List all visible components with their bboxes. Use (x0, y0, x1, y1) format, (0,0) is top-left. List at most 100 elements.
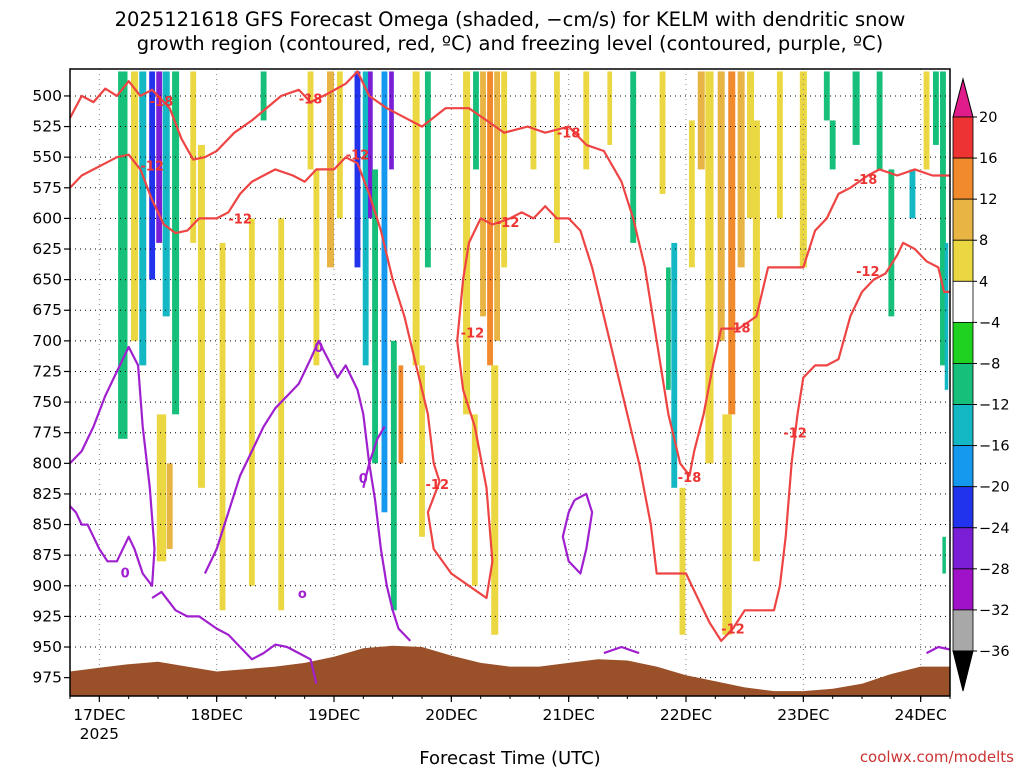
omega-cell (944, 242, 949, 390)
x-tick-label: 18DEC (191, 706, 243, 724)
contour-label: -18 (299, 92, 323, 107)
omega-cell (381, 71, 388, 513)
omega-cell (480, 71, 486, 317)
contour-layer (69, 70, 951, 685)
omega-cell (131, 71, 139, 341)
colorbar-band (952, 157, 974, 200)
contour-label: 0 (314, 341, 323, 356)
colorbar-band (952, 116, 974, 159)
colorbar-band (952, 404, 974, 447)
omega-cell (260, 71, 267, 121)
omega-cell (248, 218, 255, 586)
contour-label-layer: -18 -18 -18 -18 -18 -18 -12 -12 -12 -12 -12 -12 -12 -… (121, 92, 880, 638)
colorbar-label: −32 (979, 603, 1010, 619)
plot-area: -18 -18 -18 -18 -18 -18 -12 -12 -12 -12 -12 -12 -12 -… (69, 68, 951, 697)
y-tick-label: 925 (32, 607, 62, 625)
omega-cell (679, 487, 686, 635)
y-tick-label: 900 (32, 577, 62, 595)
contour-label: 0 (359, 472, 368, 487)
omega-cell (530, 71, 537, 170)
contour-label: -12 (721, 623, 745, 638)
colorbar-label: 16 (979, 151, 997, 167)
x-tick-label: 20DEC (425, 706, 477, 724)
y-tick-label: 775 (32, 424, 62, 442)
colorbar-label: −36 (979, 644, 1010, 660)
x-tick-label: 21DEC (543, 706, 595, 724)
y-tick-label: 950 (32, 638, 62, 656)
x-tick-label: 22DEC (660, 706, 712, 724)
omega-cell (940, 71, 946, 366)
y-tick-label: 525 (32, 118, 62, 136)
contour-label: -12 (856, 265, 880, 280)
colorbar-band (952, 486, 974, 529)
omega-cell (583, 71, 590, 170)
chart-title-line2: growth region (contoured, red, ºC) and f… (137, 32, 884, 55)
omega-cell (162, 71, 170, 317)
y-tick-label: 500 (32, 87, 62, 105)
y-tick-label: 550 (32, 148, 62, 166)
y-tick-label: 725 (32, 362, 62, 380)
contour-label: -12 (461, 326, 485, 341)
contour-label: -18 (678, 471, 702, 486)
omega-cell (372, 169, 378, 464)
omega-cell (190, 71, 197, 243)
omega-cell (728, 71, 736, 415)
omega-cell (888, 169, 895, 317)
omega-cell (398, 365, 404, 464)
contour-freezing_0C_c (203, 339, 412, 642)
omega-cell (313, 169, 320, 366)
x-tick-label: 24DEC (895, 706, 947, 724)
omega-cell (412, 71, 420, 366)
y-tick-label: 875 (32, 546, 62, 564)
y-tick-label: 800 (32, 454, 62, 472)
x-axis-title: Forecast Time (UTC) (419, 748, 600, 768)
y-tick-label: 625 (32, 240, 62, 258)
colorbar-label: −8 (979, 356, 1000, 372)
omega-cell (659, 71, 666, 194)
terrain-layer (70, 645, 950, 696)
colorbar-band (952, 568, 974, 611)
y-tick-label: 600 (32, 209, 62, 227)
colorbar-label: −24 (979, 521, 1010, 537)
colorbar-label: −16 (979, 439, 1010, 455)
omega-cell (630, 71, 637, 243)
colorbar-label: −4 (979, 315, 1000, 331)
y-tick-label: 650 (32, 271, 62, 289)
omega-cell (607, 71, 613, 145)
omega-cell (829, 120, 836, 170)
x-tick-label: 19DEC (308, 706, 360, 724)
contour-freezing_0C_a (69, 345, 156, 587)
colorbar-band (952, 280, 974, 323)
omega-cell (666, 267, 671, 390)
contour-freezing_0C_f (603, 645, 640, 655)
colorbar-band (952, 239, 974, 282)
colorbar-bottom-cap (952, 650, 974, 692)
omega-cell (909, 169, 916, 219)
omega-cell (307, 71, 314, 170)
colorbar-label: 12 (979, 192, 997, 208)
omega-cell (471, 414, 478, 586)
contour-label: -18 (150, 95, 174, 110)
chart-title-line1: 2025121618 GFS Forecast Omega (shaded, −… (115, 8, 906, 31)
omega-cell (139, 71, 147, 366)
omega-cell (747, 71, 755, 219)
omega-cell (923, 71, 930, 170)
omega-cell (722, 414, 732, 635)
colorbar: 20 16 12 8 4 −4 −8 −12 −16 −20 −24 −28 −32 −36 (952, 77, 1010, 692)
omega-cell (705, 71, 714, 464)
omega-cell (118, 71, 128, 439)
contour-label: -12 (496, 216, 520, 231)
omega-cell (368, 71, 373, 219)
colorbar-label: 20 (979, 110, 997, 126)
omega-cell (473, 71, 479, 170)
omega-cell (776, 71, 783, 219)
colorbar-label: −28 (979, 562, 1010, 578)
x-tick-label: 17DEC (73, 706, 125, 724)
contour-label: -18 (557, 127, 581, 142)
omega-cell (354, 71, 361, 268)
omega-cell (688, 120, 695, 268)
colorbar-band (952, 527, 974, 570)
contour-label: -12 (426, 478, 450, 493)
